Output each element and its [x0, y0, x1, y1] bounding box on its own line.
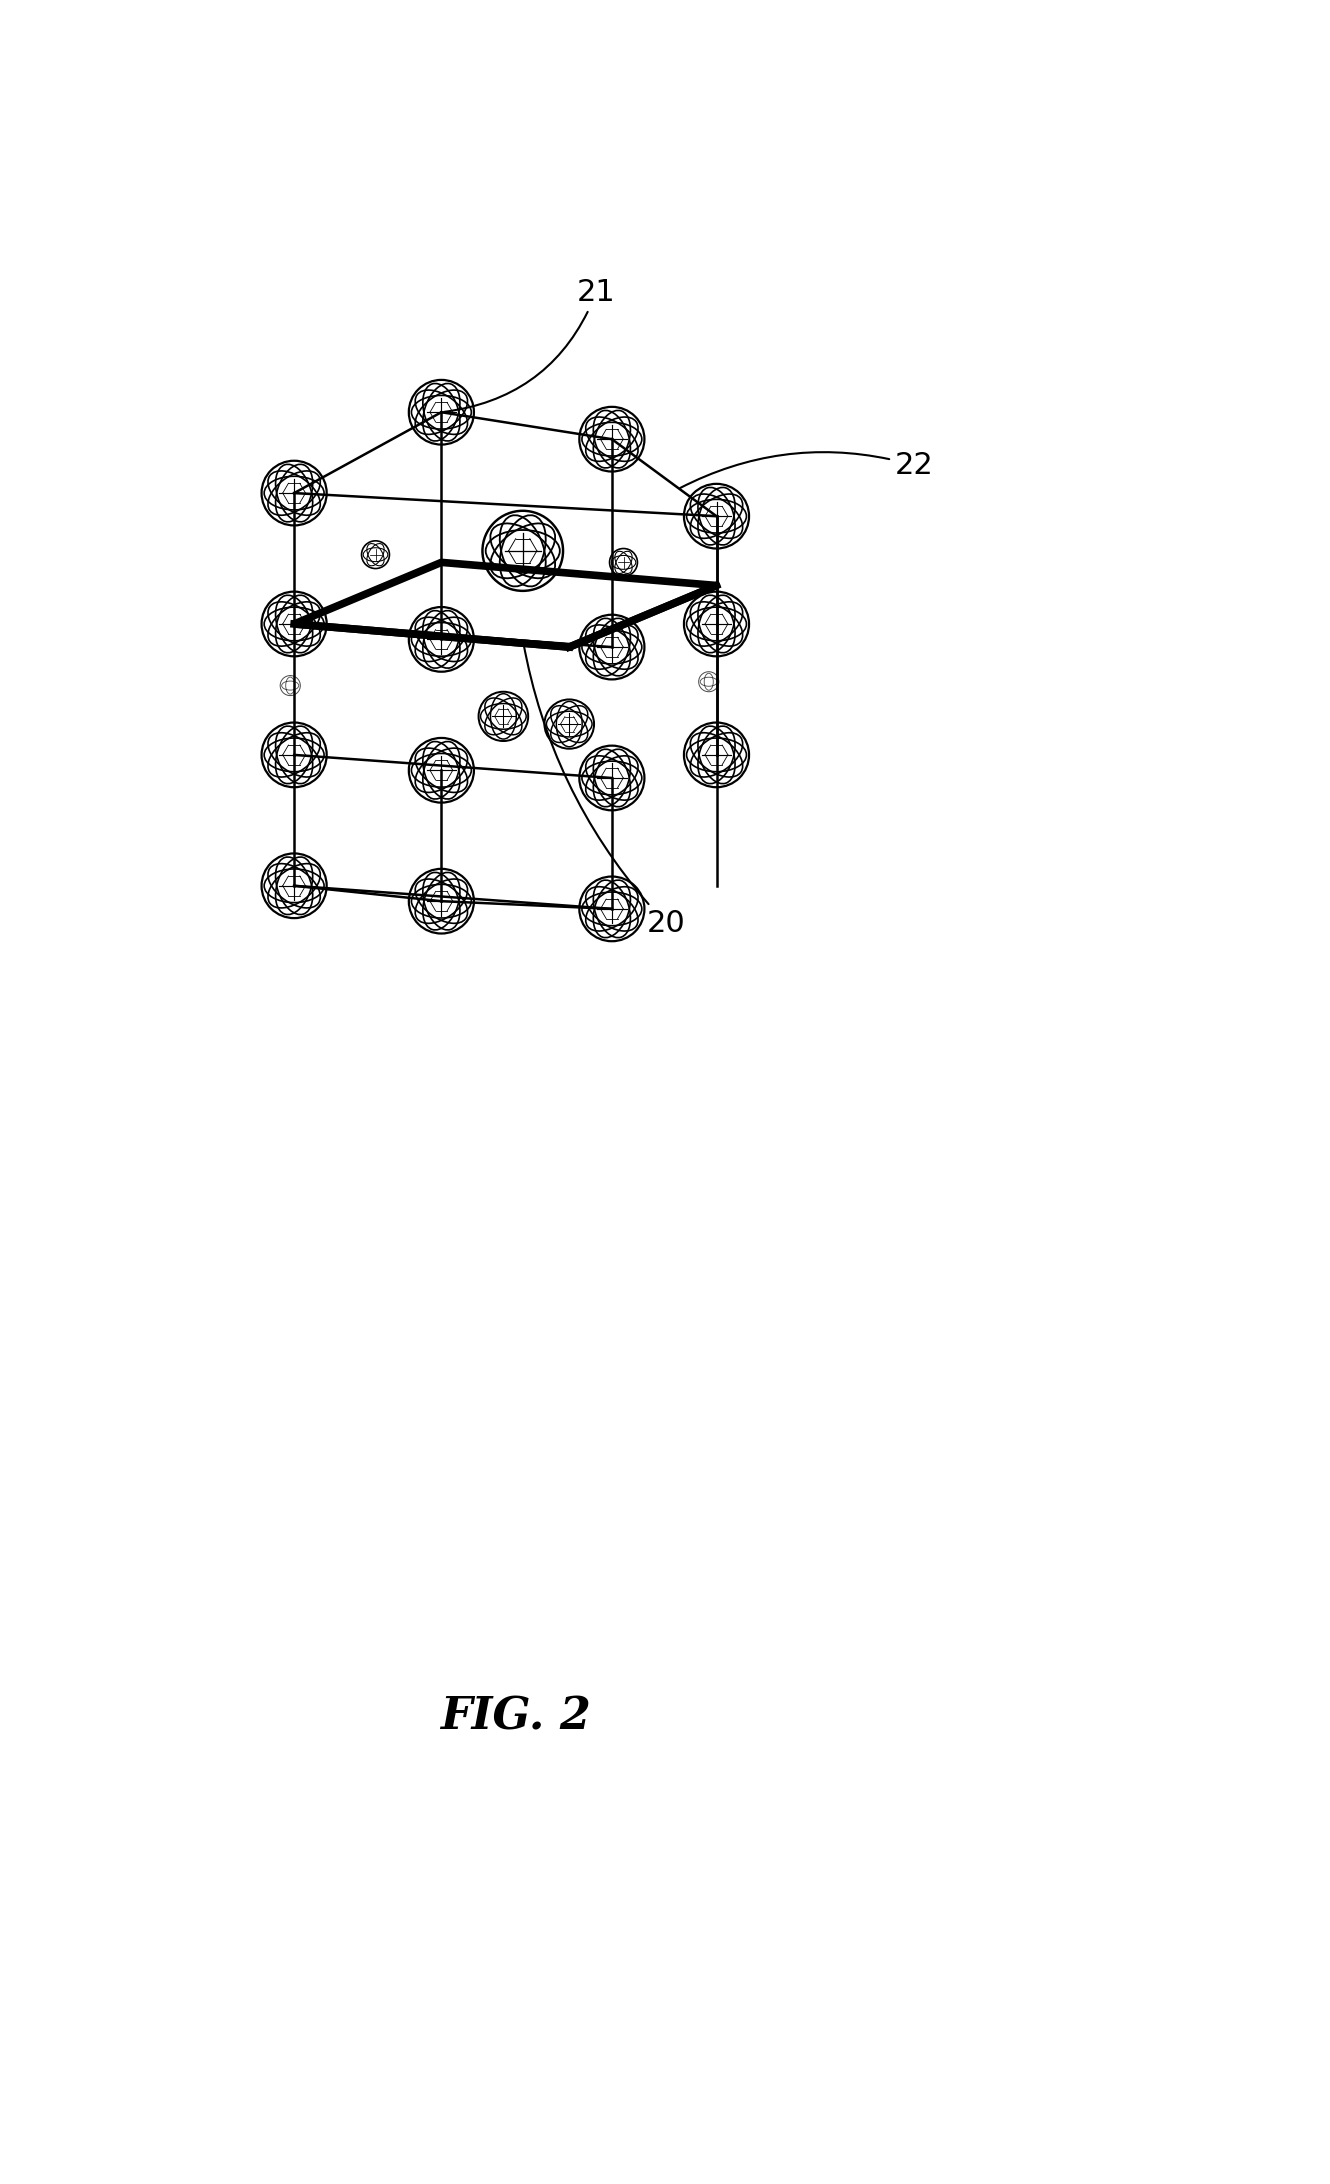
Text: FIG. 2: FIG. 2 [439, 1697, 591, 1738]
Text: 20: 20 [523, 642, 685, 937]
Text: 22: 22 [680, 450, 934, 487]
Text: 21: 21 [444, 277, 616, 413]
